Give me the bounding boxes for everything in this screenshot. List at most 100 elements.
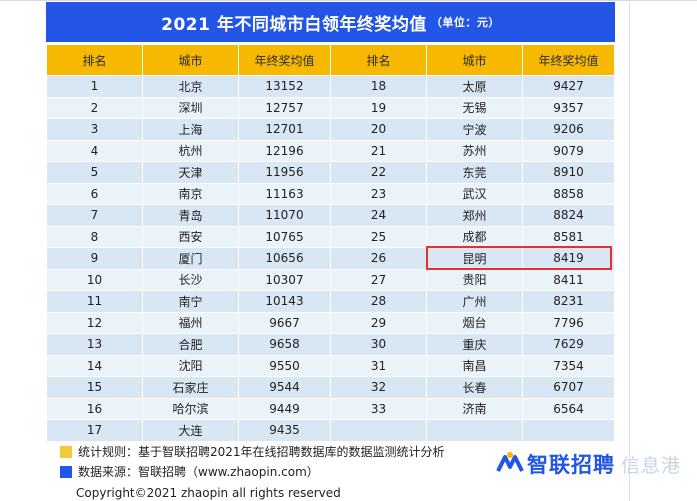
rank-cell: 26 xyxy=(330,247,427,270)
city-cell: 武汉 xyxy=(426,182,523,205)
table-title: 2021 年不同城市白领年终奖均值 xyxy=(161,14,427,35)
city-cell: 合肥 xyxy=(142,333,239,356)
city-cell: 太原 xyxy=(426,75,523,98)
header-rank-2: 排名 xyxy=(330,44,427,76)
rank-cell: 27 xyxy=(330,268,427,291)
rank-cell: 10 xyxy=(46,268,143,291)
city-cell: 天津 xyxy=(142,161,239,184)
value-cell: 9206 xyxy=(522,118,615,141)
city-cell: 福州 xyxy=(142,311,239,334)
rank-cell: 31 xyxy=(330,354,427,377)
value-cell: 8581 xyxy=(522,225,615,248)
rank-cell: 23 xyxy=(330,182,427,205)
table-row: 9 厦门 10656 26 昆明 8419 xyxy=(46,247,615,270)
source-note-text: 数据来源：智联招聘（www.zhaopin.com） xyxy=(78,465,319,479)
value-cell: 9449 xyxy=(238,397,331,420)
table-row: 7 青岛 11070 24 郑州 8824 xyxy=(46,204,615,227)
rank-cell: 22 xyxy=(330,161,427,184)
rank-cell: 2 xyxy=(46,96,143,119)
rule-note: 统计规则：基于智联招聘2021年在线招聘数据库的数据监测统计分析 xyxy=(60,443,445,460)
header-city: 城市 xyxy=(142,44,239,76)
header-rank: 排名 xyxy=(46,44,143,76)
copyright: Copyright©2021 zhaopin all rights reserv… xyxy=(76,486,341,500)
value-cell: 8858 xyxy=(522,182,615,205)
city-cell: 厦门 xyxy=(142,247,239,270)
value-cell: 9079 xyxy=(522,139,615,162)
city-cell: 苏州 xyxy=(426,139,523,162)
table-row: 13 合肥 9658 30 重庆 7629 xyxy=(46,333,615,356)
value-cell: 10765 xyxy=(238,225,331,248)
value-cell: 12701 xyxy=(238,118,331,141)
value-cell: 10307 xyxy=(238,268,331,291)
zhaopin-logo: 智联招聘 信息港 xyxy=(495,444,685,484)
table-row: 3 上海 12701 20 宁波 9206 xyxy=(46,118,615,141)
rank-cell: 28 xyxy=(330,290,427,313)
watermark-text: 信息港 xyxy=(621,454,682,477)
rank-cell: 8 xyxy=(46,225,143,248)
city-cell: 东莞 xyxy=(426,161,523,184)
value-cell: 7629 xyxy=(522,333,615,356)
table-row: 5 天津 11956 22 东莞 8910 xyxy=(46,161,615,184)
table-row: 6 南京 11163 23 武汉 8858 xyxy=(46,182,615,205)
city-cell: 北京 xyxy=(142,75,239,98)
rank-cell: 18 xyxy=(330,75,427,98)
value-cell: 7354 xyxy=(522,354,615,377)
city-cell: 郑州 xyxy=(426,204,523,227)
city-cell: 重庆 xyxy=(426,333,523,356)
city-cell: 哈尔滨 xyxy=(142,397,239,420)
kunming-highlight-box xyxy=(426,246,612,270)
rank-cell: 12 xyxy=(46,311,143,334)
table-row: 14 沈阳 9550 31 南昌 7354 xyxy=(46,354,615,377)
table-row: 15 石家庄 9544 32 长春 6707 xyxy=(46,376,615,399)
city-cell: 石家庄 xyxy=(142,376,239,399)
value-cell: 6564 xyxy=(522,397,615,420)
city-cell: 南宁 xyxy=(142,290,239,313)
table-row: 17 大连 9435 xyxy=(46,419,615,442)
rank-cell: 25 xyxy=(330,225,427,248)
table-row: 10 长沙 10307 27 贵阳 8411 xyxy=(46,268,615,291)
rank-cell: 7 xyxy=(46,204,143,227)
table-row: 8 西安 10765 25 成都 8581 xyxy=(46,225,615,248)
rule-note-text: 统计规则：基于智联招聘2021年在线招聘数据库的数据监测统计分析 xyxy=(78,445,445,459)
rank-cell: 4 xyxy=(46,139,143,162)
city-cell xyxy=(426,419,523,442)
value-cell: 11070 xyxy=(238,204,331,227)
rank-cell: 13 xyxy=(46,333,143,356)
top-border xyxy=(0,0,697,1)
value-cell: 9357 xyxy=(522,96,615,119)
source-note: 数据来源：智联招聘（www.zhaopin.com） xyxy=(60,463,319,480)
rank-cell: 6 xyxy=(46,182,143,205)
value-cell: 12757 xyxy=(238,96,331,119)
rank-cell: 17 xyxy=(46,419,143,442)
value-cell: 6707 xyxy=(522,376,615,399)
value-cell: 13152 xyxy=(238,75,331,98)
value-cell: 12196 xyxy=(238,139,331,162)
bonus-table: 排名 城市 年终奖均值 排名 城市 年终奖均值 1 北京 13152 18 太原 9427… xyxy=(46,44,615,442)
value-cell: 8411 xyxy=(522,268,615,291)
table-body: 1 北京 13152 18 太原 9427 2 深圳 12757 19 无锡 9357 3 上海 12701… xyxy=(46,75,615,442)
right-border xyxy=(629,0,630,501)
rank-cell: 14 xyxy=(46,354,143,377)
logo-name: 智联招聘 xyxy=(527,453,615,477)
yellow-square-icon xyxy=(60,445,72,458)
city-cell: 南昌 xyxy=(426,354,523,377)
value-cell: 11956 xyxy=(238,161,331,184)
table-row: 12 福州 9667 29 烟台 7796 xyxy=(46,311,615,334)
rank-cell: 19 xyxy=(330,96,427,119)
rank-cell: 32 xyxy=(330,376,427,399)
rank-cell: 11 xyxy=(46,290,143,313)
city-cell: 成都 xyxy=(426,225,523,248)
value-cell: 10656 xyxy=(238,247,331,270)
rank-cell: 33 xyxy=(330,397,427,420)
value-cell: 8824 xyxy=(522,204,615,227)
city-cell: 西安 xyxy=(142,225,239,248)
value-cell: 8910 xyxy=(522,161,615,184)
city-cell: 大连 xyxy=(142,419,239,442)
city-cell: 济南 xyxy=(426,397,523,420)
city-cell: 昆明 xyxy=(426,247,523,270)
rank-cell: 29 xyxy=(330,311,427,334)
rank-cell: 21 xyxy=(330,139,427,162)
value-cell: 9427 xyxy=(522,75,615,98)
value-cell: 9658 xyxy=(238,333,331,356)
city-cell: 烟台 xyxy=(426,311,523,334)
